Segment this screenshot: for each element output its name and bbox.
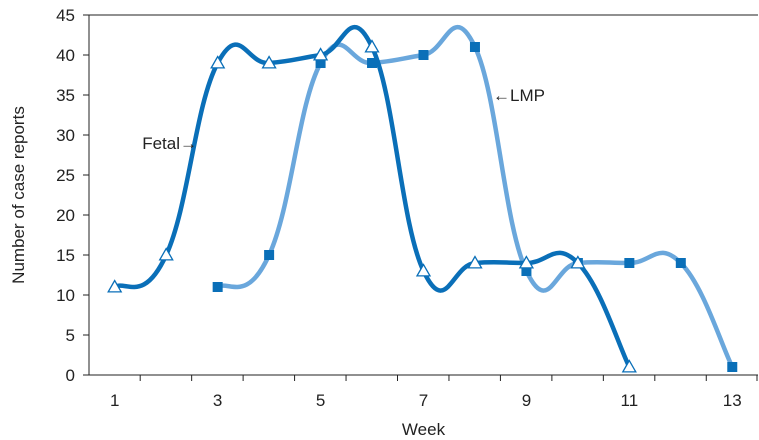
- x-tick-label: 5: [316, 391, 325, 410]
- x-tick-label: 1: [110, 391, 119, 410]
- data-point-fetal: [210, 55, 226, 69]
- markers-fetal: [107, 39, 637, 373]
- y-tick-label: 10: [56, 286, 75, 305]
- data-point-lmp: [264, 250, 275, 260]
- annotation-lmp: ←LMP: [493, 86, 545, 105]
- x-tick-label: 7: [419, 391, 428, 410]
- series-layer: [107, 24, 738, 373]
- y-tick-label: 0: [66, 366, 75, 385]
- y-tick-label: 40: [56, 46, 75, 65]
- x-axis-title: Week: [402, 420, 446, 439]
- data-point-fetal: [467, 255, 483, 269]
- x-tick-label: 3: [213, 391, 222, 410]
- data-point-lmp: [418, 50, 429, 60]
- data-point-lmp: [521, 266, 532, 276]
- series-line-fetal: [112, 24, 632, 370]
- data-point-lmp: [212, 282, 223, 292]
- data-point-fetal: [107, 279, 123, 293]
- data-point-lmp: [315, 58, 326, 68]
- y-tick-label: 30: [56, 126, 75, 145]
- data-point-lmp: [624, 258, 635, 268]
- data-point-fetal: [415, 263, 432, 277]
- data-point-fetal: [312, 47, 329, 61]
- data-point-lmp: [367, 58, 378, 68]
- data-point-lmp: [675, 258, 686, 268]
- data-point-fetal: [364, 39, 380, 53]
- annotation-fetal: Fetal→: [142, 134, 197, 153]
- data-point-fetal: [261, 55, 277, 69]
- y-tick-label: 15: [56, 246, 75, 265]
- x-tick-label: 9: [522, 391, 531, 410]
- y-axis-title: Number of case reports: [9, 106, 28, 284]
- y-tick-label: 20: [56, 206, 75, 225]
- data-point-lmp: [727, 362, 738, 372]
- series-lmp: [215, 24, 735, 370]
- y-tick-label: 5: [66, 326, 75, 345]
- y-tick-label: 25: [56, 166, 75, 185]
- markers-lmp: [212, 42, 738, 372]
- annotations: Fetal→ ←LMP: [142, 86, 545, 153]
- data-point-fetal: [621, 359, 637, 373]
- data-point-lmp: [469, 42, 480, 52]
- x-ticks: 1 3 5 7 9 11 13: [110, 375, 758, 410]
- y-ticks: 0 5 10 15 20 25 30 35 40 45: [56, 6, 89, 385]
- y-tick-label: 45: [56, 6, 75, 25]
- data-point-fetal: [570, 255, 586, 269]
- x-tick-label: 11: [621, 391, 639, 410]
- y-tick-label: 35: [56, 86, 75, 105]
- series-line-lmp: [215, 24, 735, 370]
- data-point-fetal: [158, 247, 174, 261]
- data-point-fetal: [518, 255, 535, 269]
- x-tick-label: 13: [723, 391, 742, 410]
- series-fetal: [112, 24, 632, 370]
